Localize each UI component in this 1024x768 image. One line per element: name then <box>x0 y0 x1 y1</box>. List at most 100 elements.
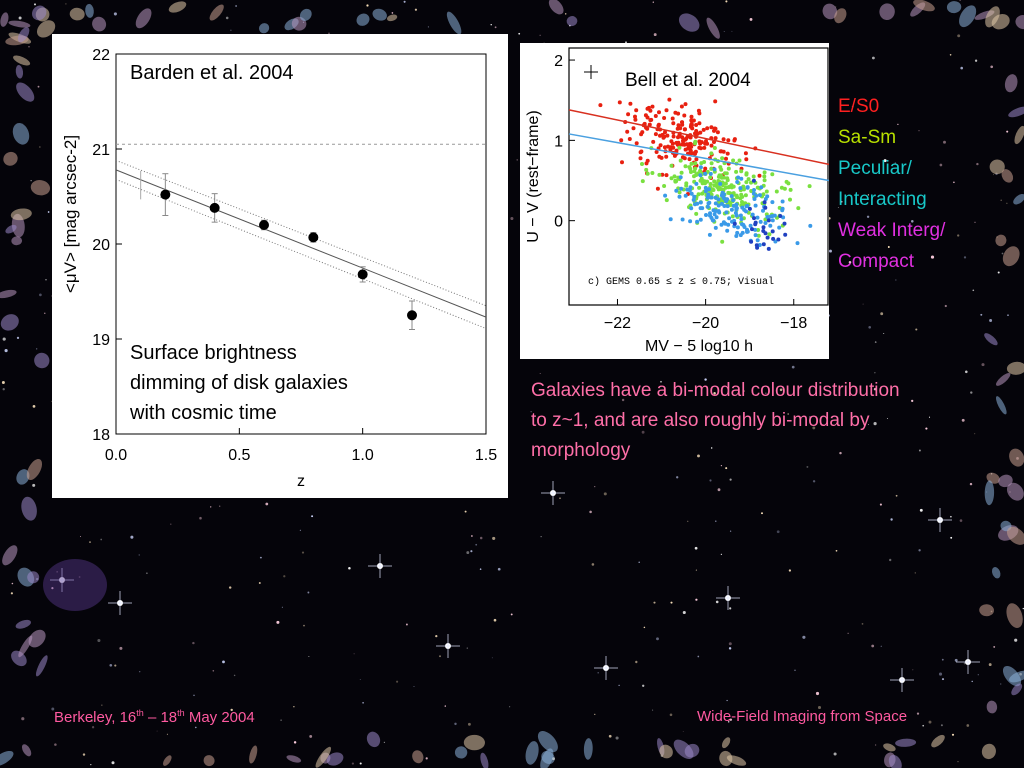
star <box>957 761 959 763</box>
fit-upper <box>115 159 487 307</box>
y-tick-label: 1 <box>554 133 563 150</box>
star <box>359 762 362 765</box>
galaxy-point <box>762 178 767 183</box>
galaxy-point <box>649 117 654 122</box>
star <box>259 556 262 559</box>
star <box>787 413 790 415</box>
border-galaxy <box>726 755 747 766</box>
border-galaxy <box>995 234 1007 247</box>
galaxy-point <box>743 193 748 198</box>
galaxy-point <box>713 201 718 206</box>
legend-peculiar: Peculiar/ <box>838 158 912 179</box>
star <box>45 279 47 281</box>
data-point <box>407 310 417 321</box>
galaxy-point <box>723 171 727 176</box>
star <box>950 536 953 539</box>
galaxy-point <box>657 154 662 159</box>
galaxy-point <box>731 198 736 203</box>
star <box>114 664 117 667</box>
galaxy-point <box>695 201 700 206</box>
galaxy-point <box>677 145 682 150</box>
legend-es0: E/S0 <box>838 96 880 117</box>
galaxy-point <box>716 197 721 202</box>
star <box>938 672 943 676</box>
galaxy-point <box>658 143 663 148</box>
y-axis-label: U − V (rest−frame) <box>525 110 542 242</box>
star <box>479 536 483 540</box>
galaxy-point <box>694 157 699 162</box>
star <box>729 607 732 610</box>
border-galaxy <box>21 744 32 757</box>
star <box>2 337 6 341</box>
border-galaxy <box>5 224 17 234</box>
star <box>621 398 625 402</box>
border-galaxy <box>946 1 962 14</box>
galaxy-point <box>728 200 733 205</box>
star <box>235 5 238 7</box>
star <box>670 601 673 604</box>
star <box>713 392 716 395</box>
star <box>309 734 313 738</box>
galaxy-point <box>765 235 770 240</box>
star <box>993 645 996 648</box>
galaxy-point <box>725 151 730 156</box>
star <box>540 536 542 538</box>
galaxy-point <box>694 129 699 133</box>
star <box>851 105 854 108</box>
galaxy-point <box>745 229 749 234</box>
border-galaxy <box>286 755 302 763</box>
galaxy-point <box>666 144 670 149</box>
galaxy-point <box>771 236 776 241</box>
galaxy-point <box>736 175 741 180</box>
x-tick-label: 0.0 <box>105 447 127 464</box>
border-galaxy <box>1002 246 1020 267</box>
border-galaxy <box>0 12 9 27</box>
star <box>427 26 429 28</box>
star <box>1 381 5 384</box>
galaxy-point <box>628 101 633 106</box>
star <box>761 512 763 515</box>
border-galaxy <box>1006 603 1023 628</box>
border-galaxy <box>372 8 387 21</box>
x-axis-label: z <box>297 473 305 490</box>
star <box>976 162 979 166</box>
galaxy-point <box>712 146 717 150</box>
border-galaxy <box>895 738 917 747</box>
border-galaxy <box>168 1 187 13</box>
galaxy-point <box>645 171 650 176</box>
star <box>874 341 877 343</box>
galaxy-point <box>706 201 711 206</box>
star <box>682 731 684 732</box>
galaxy-point <box>731 158 736 163</box>
star <box>835 549 838 552</box>
galaxy-point <box>759 185 764 190</box>
border-galaxy <box>386 14 398 22</box>
star <box>258 582 261 584</box>
star <box>10 592 13 595</box>
star <box>351 762 354 765</box>
star <box>866 215 870 219</box>
galaxy-point <box>715 130 720 135</box>
galaxy-point <box>650 171 655 175</box>
galaxy-point <box>724 199 729 204</box>
galaxy-point <box>654 150 659 154</box>
star <box>720 553 723 556</box>
star <box>439 655 441 658</box>
star <box>941 678 945 681</box>
galaxy-point <box>687 165 692 170</box>
galaxy-point <box>734 234 739 238</box>
galaxy-point <box>644 167 649 172</box>
y-tick-label: 20 <box>92 237 110 254</box>
star <box>193 694 195 697</box>
star <box>812 480 816 483</box>
star <box>829 249 832 253</box>
galaxy-point <box>770 229 775 234</box>
galaxy-point <box>640 179 645 184</box>
galaxy-point <box>752 216 756 221</box>
border-galaxy <box>888 754 902 768</box>
border-galaxy <box>583 738 593 760</box>
star <box>883 159 887 163</box>
galaxy-point <box>620 160 624 165</box>
galaxy-point <box>740 205 745 210</box>
border-galaxy <box>706 17 720 39</box>
